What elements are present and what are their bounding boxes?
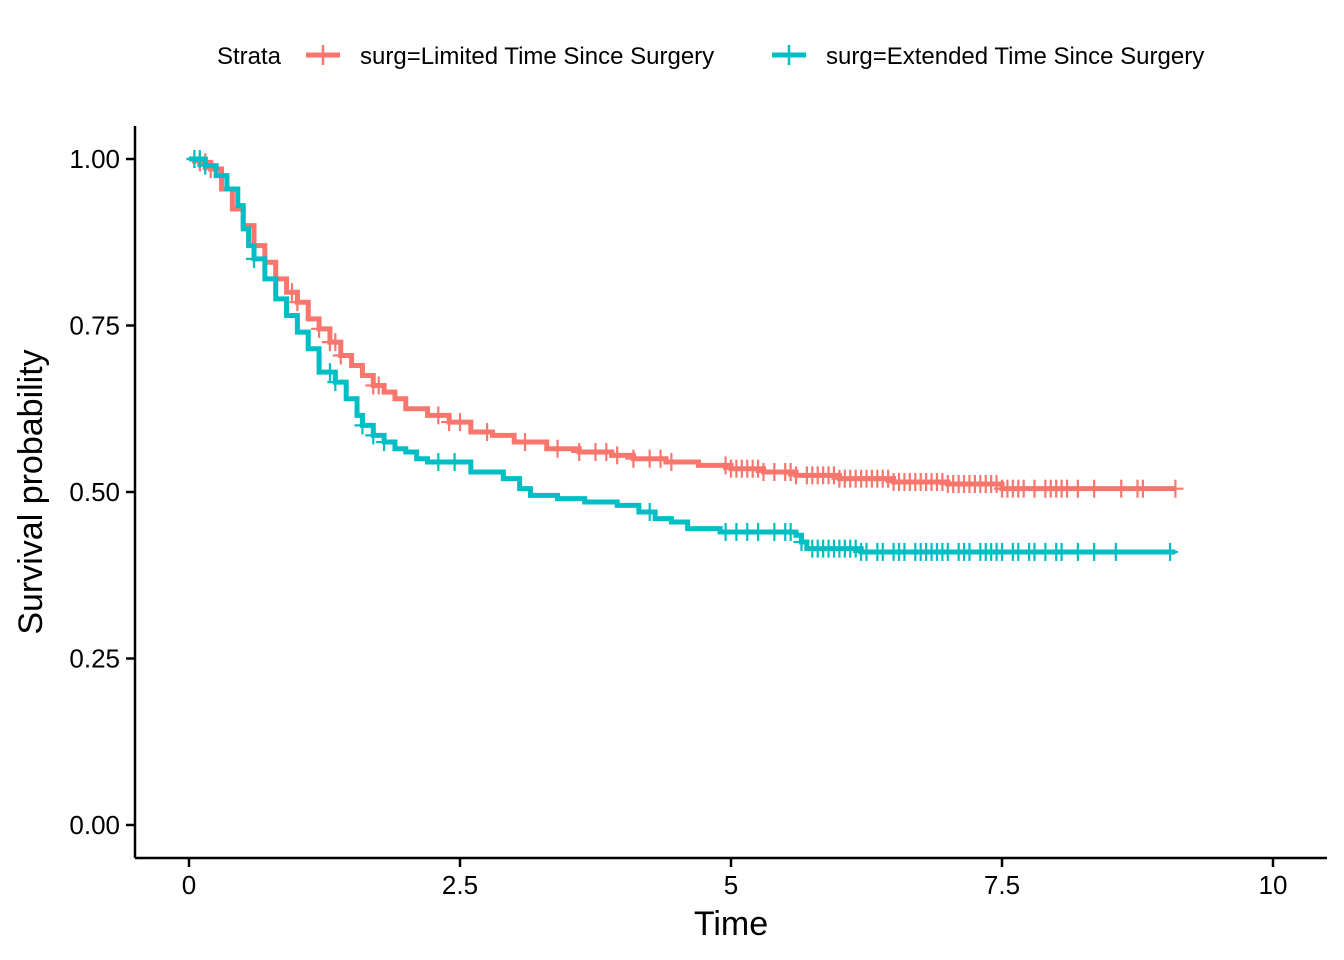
x-tick-label: 7.5 xyxy=(984,870,1020,900)
legend-label-limited: surg=Limited Time Since Surgery xyxy=(360,43,714,70)
x-tick-label: 2.5 xyxy=(442,870,478,900)
legend: Strata surg=Limited Time Since Surgery s… xyxy=(217,43,1204,70)
y-tick-label: 0.75 xyxy=(69,311,120,341)
y-tick-label: 0.50 xyxy=(69,477,120,507)
y-ticks: 0.00 0.25 0.50 0.75 1.00 xyxy=(69,144,135,840)
series-layer xyxy=(186,150,1184,561)
legend-item-extended: surg=Extended Time Since Surgery xyxy=(772,43,1204,70)
survival-curve xyxy=(189,156,1176,555)
series-extended xyxy=(186,150,1179,561)
y-tick-label: 1.00 xyxy=(69,144,120,174)
x-tick-label: 0 xyxy=(182,870,196,900)
legend-label-extended: surg=Extended Time Since Surgery xyxy=(826,43,1204,70)
legend-item-limited: surg=Limited Time Since Surgery xyxy=(306,43,714,70)
x-tick-label: 5 xyxy=(724,870,738,900)
series-limited xyxy=(186,150,1184,498)
x-axis-title: Time xyxy=(694,905,768,943)
y-tick-label: 0.25 xyxy=(69,644,120,674)
y-axis-title: Survival probability xyxy=(12,349,50,634)
x-tick-label: 10 xyxy=(1259,870,1288,900)
legend-title: Strata xyxy=(217,43,282,70)
x-ticks: 0 2.5 5 7.5 10 xyxy=(182,858,1288,900)
y-tick-label: 0.00 xyxy=(69,810,120,840)
